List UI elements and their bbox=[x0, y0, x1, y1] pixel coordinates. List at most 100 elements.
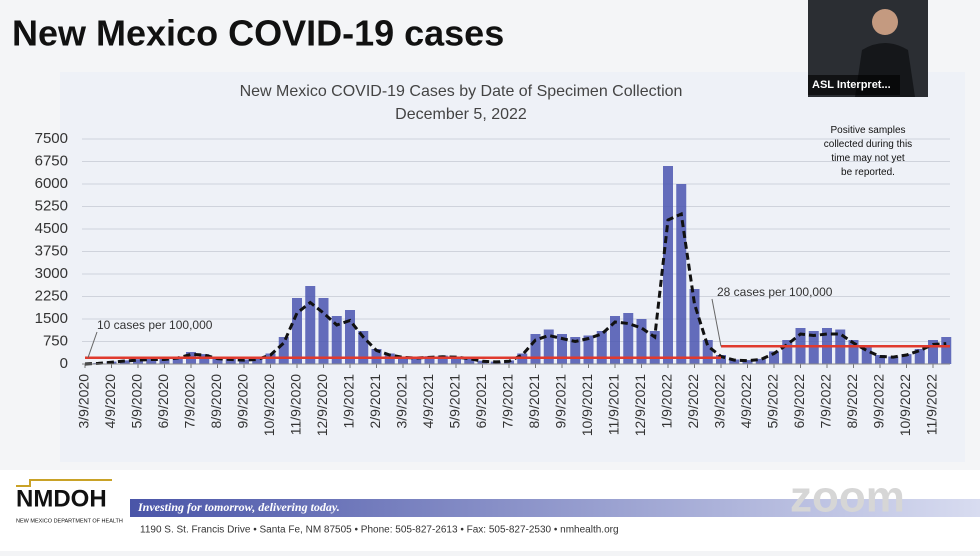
bar bbox=[199, 354, 210, 364]
logo: NMDOH bbox=[16, 485, 107, 512]
y-tick-label: 3750 bbox=[35, 242, 68, 259]
bar bbox=[292, 298, 302, 364]
y-tick-label: 6000 bbox=[35, 175, 68, 192]
bar bbox=[888, 356, 899, 364]
threshold-leader bbox=[711, 298, 722, 347]
x-tick-label: 11/9/2020 bbox=[288, 374, 304, 435]
bar bbox=[331, 316, 342, 364]
y-tick-label: 4500 bbox=[35, 220, 68, 237]
watermark: zoom bbox=[790, 473, 905, 522]
bar bbox=[596, 331, 607, 364]
x-tick-label: 10/9/2022 bbox=[897, 374, 913, 436]
x-tick-label: 10/9/2020 bbox=[261, 374, 277, 436]
x-tick-label: 6/9/2022 bbox=[791, 374, 807, 429]
y-tick-label: 1500 bbox=[35, 310, 68, 327]
bar bbox=[729, 359, 740, 364]
x-tick-label: 3/9/2022 bbox=[712, 374, 728, 429]
bar bbox=[133, 359, 143, 364]
bar bbox=[610, 316, 620, 364]
x-tick-label: 4/9/2021 bbox=[420, 374, 436, 429]
address: 1190 S. St. Francis Drive • Santa Fe, NM… bbox=[140, 525, 619, 536]
y-tick-label: 750 bbox=[43, 332, 68, 349]
threshold-label: 28 cases per 100,000 bbox=[717, 285, 833, 299]
x-tick-label: 9/9/2022 bbox=[871, 374, 887, 429]
x-tick-label: 1/9/2022 bbox=[659, 374, 675, 429]
x-tick-label: 2/9/2021 bbox=[367, 374, 383, 429]
bar bbox=[941, 337, 952, 364]
x-tick-label: 5/9/2021 bbox=[447, 374, 463, 429]
bar bbox=[225, 358, 236, 364]
bar bbox=[557, 334, 567, 364]
bar bbox=[782, 340, 793, 364]
y-tick-label: 6750 bbox=[35, 152, 68, 169]
bar bbox=[689, 289, 700, 364]
note: Positive samples collected during this tim… bbox=[824, 125, 912, 178]
x-tick-label: 11/9/2022 bbox=[924, 374, 940, 435]
x-tick-label: 11/9/2021 bbox=[606, 374, 622, 435]
bar bbox=[875, 355, 885, 364]
bar bbox=[424, 356, 435, 364]
bar bbox=[318, 298, 329, 364]
bar bbox=[159, 358, 170, 364]
bar bbox=[437, 355, 448, 364]
video-label-bg bbox=[808, 75, 900, 95]
bar bbox=[212, 358, 223, 364]
bar bbox=[146, 358, 157, 364]
bar bbox=[861, 347, 872, 364]
heading: New Mexico COVID-19 cases bbox=[12, 13, 504, 54]
bar bbox=[623, 313, 634, 364]
bar bbox=[716, 355, 726, 364]
bar bbox=[676, 184, 687, 364]
x-tick-label: 3/9/2021 bbox=[394, 374, 410, 429]
x-tick-label: 7/9/2021 bbox=[500, 374, 516, 429]
bar bbox=[398, 356, 408, 364]
bar bbox=[848, 340, 859, 364]
bar bbox=[543, 329, 554, 364]
bar bbox=[464, 358, 475, 364]
y-tick-label: 7500 bbox=[35, 130, 68, 147]
logo-sub: NEW MEXICO DEPARTMENT OF HEALTH bbox=[16, 518, 123, 524]
bar bbox=[305, 286, 316, 364]
bar bbox=[928, 340, 938, 364]
x-tick-label: 4/9/2020 bbox=[102, 374, 118, 429]
x-tick-label: 4/9/2022 bbox=[738, 374, 754, 429]
x-tick-label: 9/9/2020 bbox=[235, 374, 251, 429]
logo-outline bbox=[16, 479, 112, 487]
y-tick-label: 2250 bbox=[35, 287, 68, 304]
bar bbox=[411, 357, 422, 364]
bar bbox=[172, 357, 183, 364]
x-tick-label: 3/9/2020 bbox=[76, 374, 92, 429]
bar bbox=[636, 319, 647, 364]
chart-subtitle: December 5, 2022 bbox=[395, 106, 527, 123]
threshold-leader bbox=[87, 331, 98, 358]
bar bbox=[663, 166, 673, 364]
chart-title: New Mexico COVID-19 Cases by Date of Spe… bbox=[240, 83, 683, 100]
x-tick-label: 7/9/2020 bbox=[182, 374, 198, 429]
x-tick-label: 12/9/2021 bbox=[632, 374, 648, 436]
bar bbox=[252, 358, 263, 364]
bar bbox=[570, 337, 581, 364]
video-label: ASL Interpret... bbox=[812, 79, 891, 91]
slogan: Investing for tomorrow, delivering today… bbox=[137, 500, 340, 514]
bar bbox=[530, 334, 541, 364]
x-tick-label: 6/9/2021 bbox=[473, 374, 489, 429]
x-tick-label: 8/9/2022 bbox=[844, 374, 860, 429]
x-tick-label: 6/9/2020 bbox=[155, 374, 171, 429]
chart-panel bbox=[60, 72, 965, 462]
bar bbox=[914, 349, 925, 364]
video-person bbox=[872, 9, 898, 35]
y-tick-label: 5250 bbox=[35, 197, 68, 214]
bar bbox=[583, 335, 594, 364]
x-tick-label: 9/9/2021 bbox=[553, 374, 569, 429]
bar bbox=[742, 360, 753, 364]
threshold-label: 10 cases per 100,000 bbox=[97, 318, 213, 332]
x-tick-label: 2/9/2022 bbox=[685, 374, 701, 429]
x-tick-label: 7/9/2022 bbox=[818, 374, 834, 429]
bar bbox=[358, 331, 369, 364]
plot: 0 750 1500 2250 3000 3750 4500 5250 6000 6750 7500… bbox=[35, 125, 952, 436]
bar bbox=[451, 356, 461, 364]
bar bbox=[239, 359, 249, 364]
x-tick-label: 5/9/2022 bbox=[765, 374, 781, 429]
